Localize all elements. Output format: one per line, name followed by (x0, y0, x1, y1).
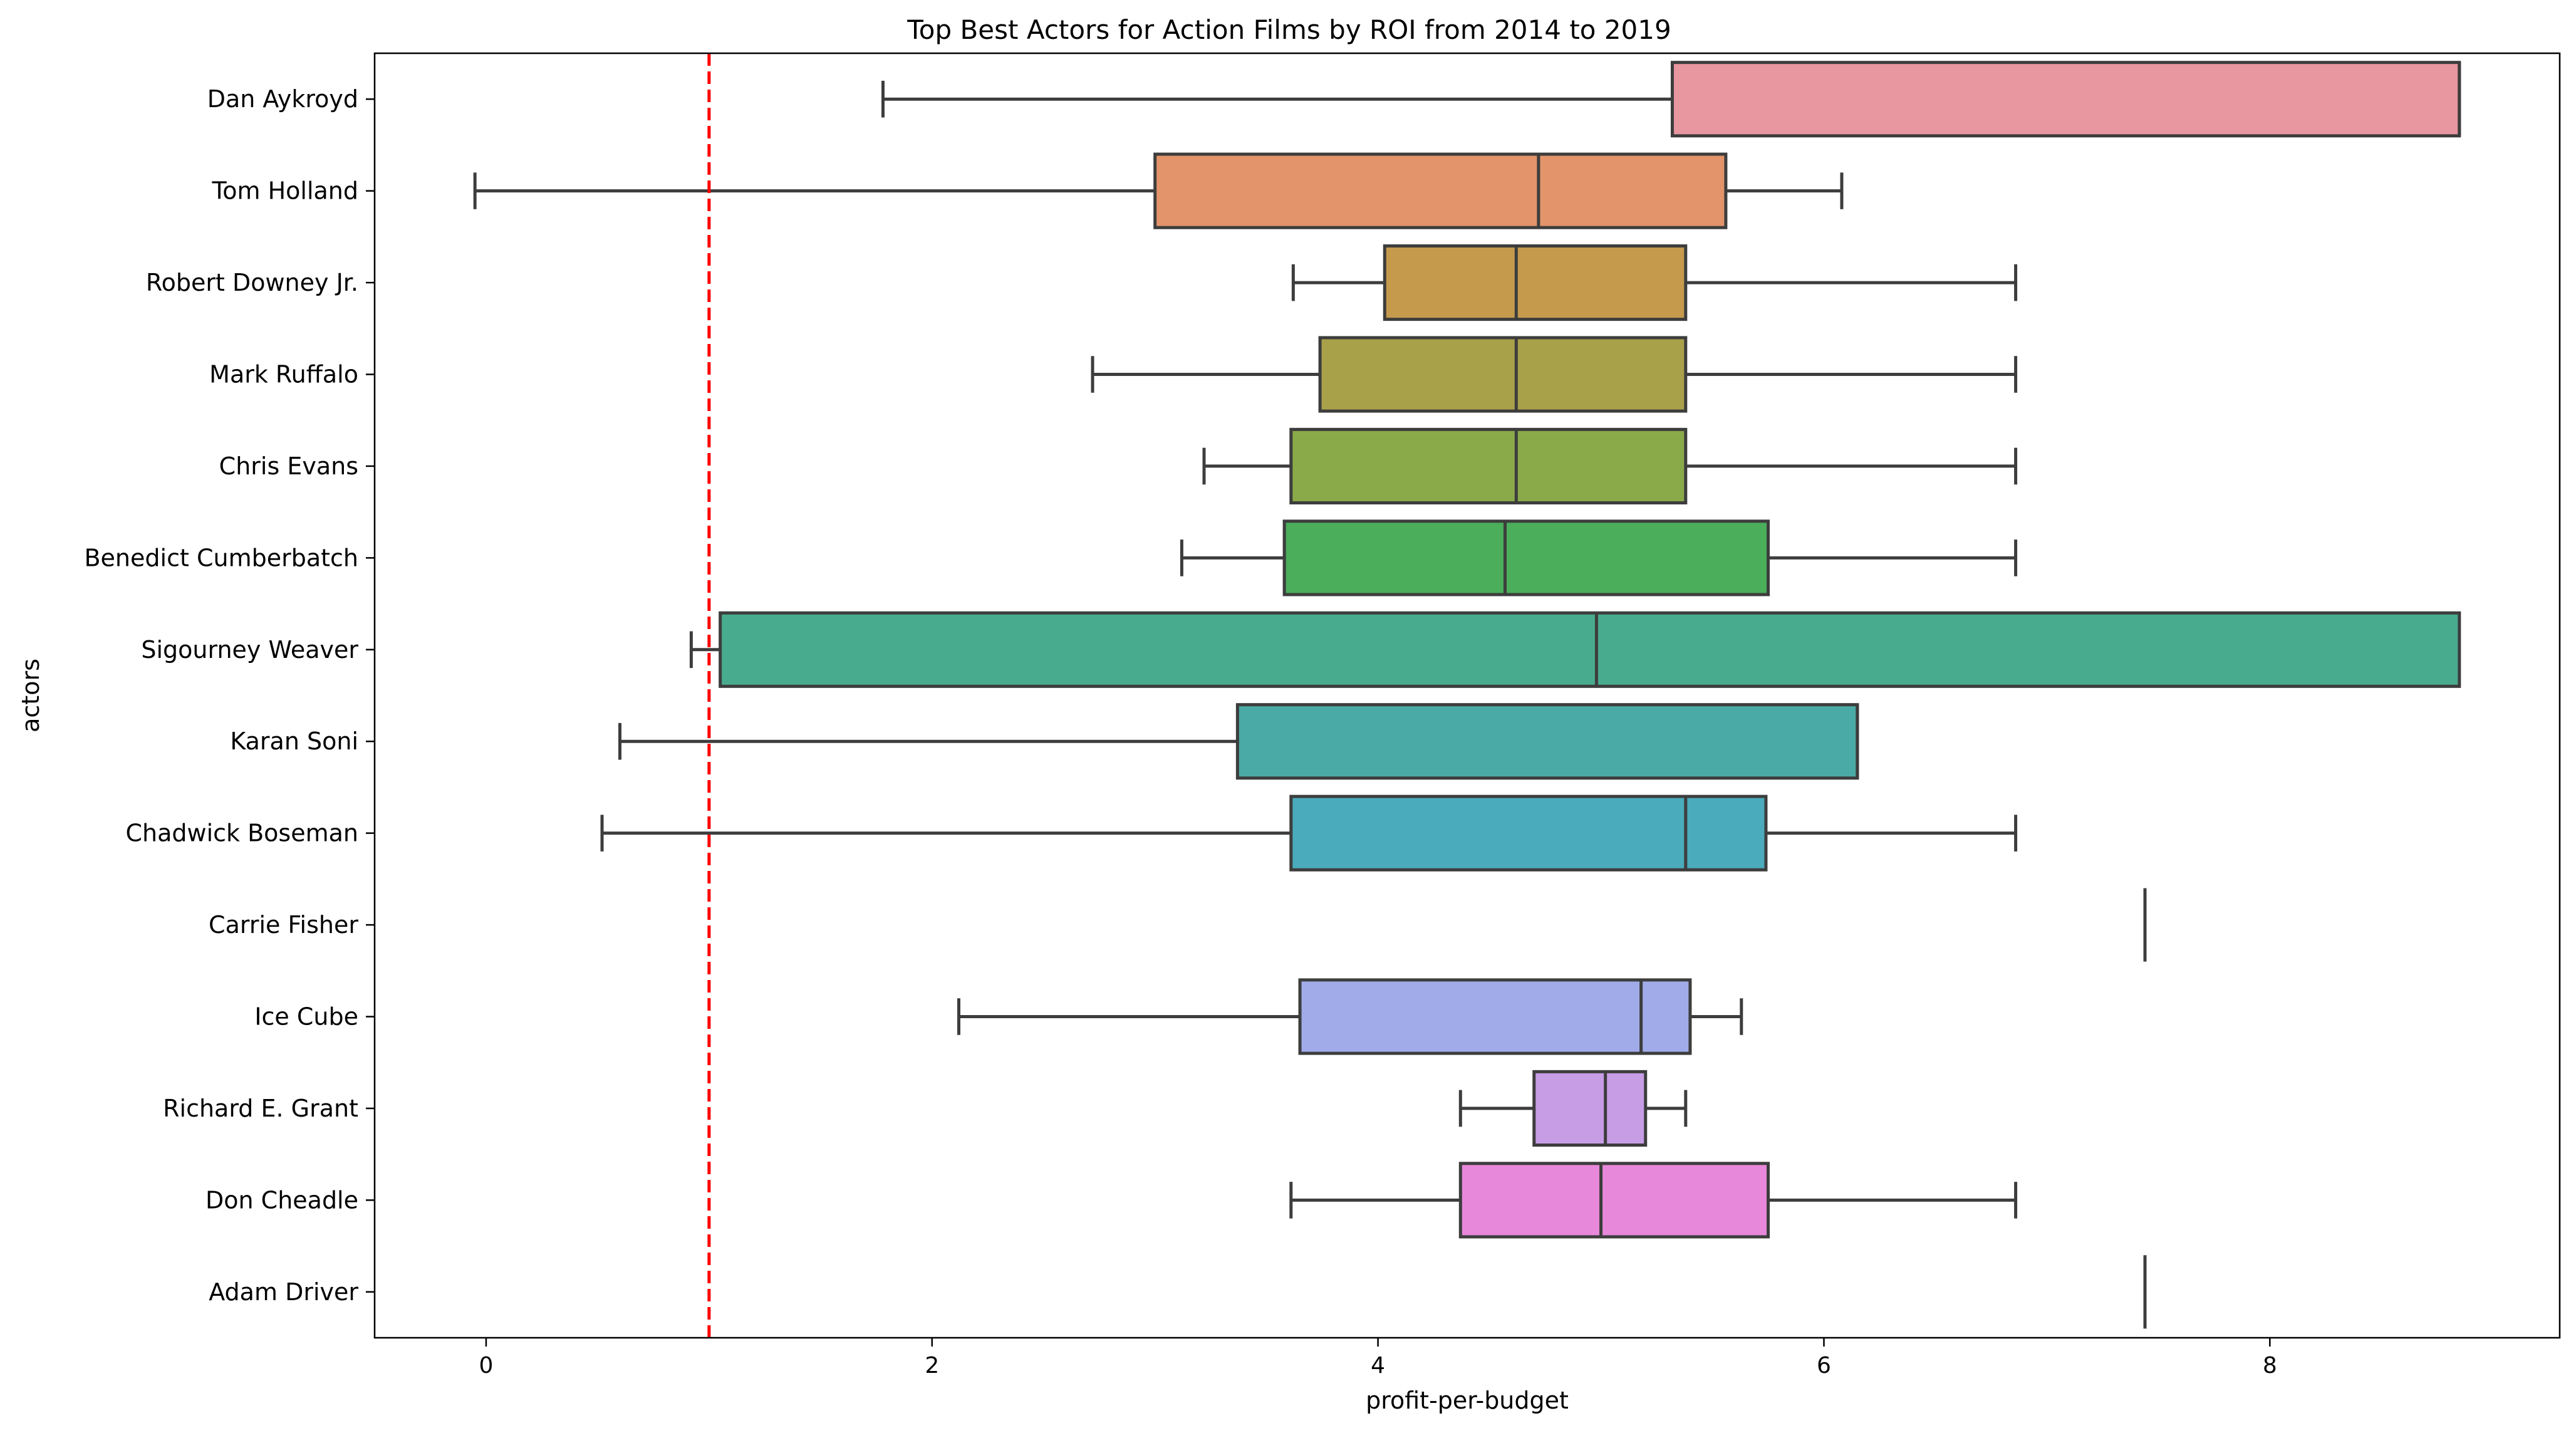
y-tick-label: Carrie Fisher (209, 911, 358, 939)
box-group (473, 152, 1844, 229)
y-tick-label: Sigourney Weaver (141, 636, 358, 664)
box-group (957, 978, 1743, 1055)
chart-title: Top Best Actors for Action Films by ROI … (906, 14, 1671, 45)
y-axis-label: actors (17, 659, 44, 732)
y-tick-label: Mark Ruffalo (209, 361, 358, 388)
y-tick-label: Adam Driver (209, 1278, 358, 1306)
x-axis: 0 2 4 6 8 (479, 1338, 2277, 1378)
y-tick-label: Chadwick Boseman (125, 820, 358, 847)
y-tick-label: Dan Aykroyd (207, 85, 358, 113)
y-tick-label: Karan Soni (230, 727, 358, 755)
boxes-layer (473, 61, 2461, 1329)
box-iqr (1289, 795, 1768, 872)
box-iqr (1458, 1162, 1770, 1239)
y-tick-label: Don Cheadle (205, 1186, 358, 1214)
box-iqr (1670, 61, 2461, 138)
box-group (1291, 244, 2018, 321)
box-group (689, 611, 2461, 688)
y-axis: Dan Aykroyd Tom Holland Robert Downey Jr. M… (84, 85, 375, 1306)
x-axis-label: profit-per-budget (1366, 1387, 1569, 1414)
box-iqr (1318, 336, 1688, 413)
box-group (600, 795, 2018, 872)
y-tick-label: Chris Evans (219, 452, 358, 480)
box-iqr (1298, 978, 1692, 1055)
box-iqr (1532, 1070, 1648, 1147)
x-tick-label: 4 (1371, 1353, 1385, 1378)
box-iqr (1153, 152, 1728, 229)
box-iqr (1383, 244, 1688, 321)
box-iqr (1282, 519, 1770, 597)
y-tick-label: Benedict Cumberbatch (84, 544, 358, 571)
box-group (881, 61, 2461, 138)
box-group (1458, 1070, 1688, 1147)
box-group (1289, 1162, 2018, 1239)
y-tick-label: Ice Cube (254, 1003, 358, 1031)
x-tick-label: 2 (925, 1353, 939, 1378)
box-group (1180, 519, 2018, 597)
box-group (1091, 336, 2018, 413)
box-group (618, 703, 1859, 780)
box-iqr (719, 611, 2461, 688)
y-tick-label: Robert Downey Jr. (146, 269, 358, 296)
x-tick-label: 0 (479, 1353, 494, 1378)
y-tick-label: Tom Holland (211, 177, 358, 205)
x-tick-label: 8 (2263, 1353, 2277, 1378)
plot-frame (373, 52, 2561, 1339)
box-iqr (1235, 703, 1859, 780)
y-tick-label: Richard E. Grant (163, 1095, 358, 1122)
box-group (1202, 427, 2018, 504)
x-tick-label: 6 (1817, 1353, 1831, 1378)
box-iqr (1289, 427, 1688, 504)
